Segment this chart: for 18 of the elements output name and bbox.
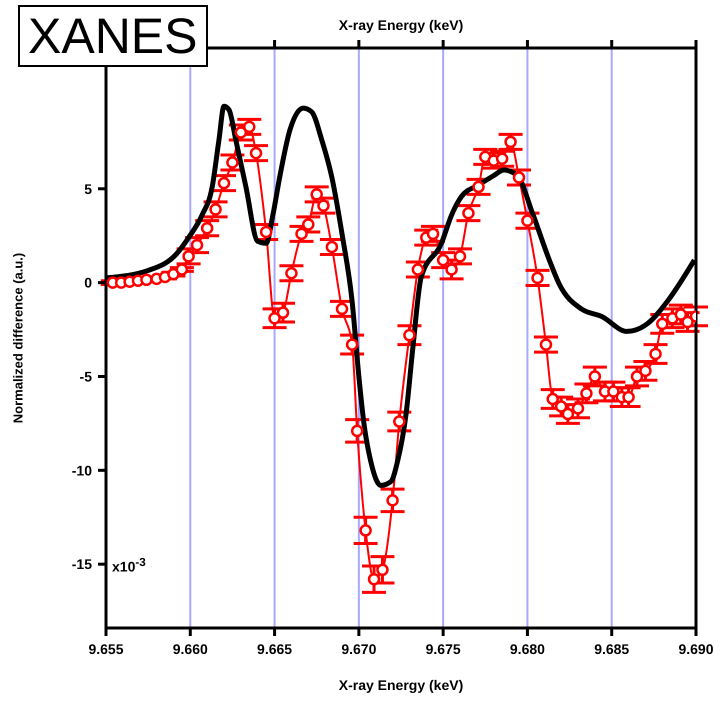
x-tick-label: 9.665	[257, 641, 292, 657]
x2-axis-title: X-ray Energy (keV)	[338, 16, 464, 33]
x-tick-label: 9.685	[594, 641, 630, 657]
annotation: XANES	[18, 5, 208, 67]
x-tick-label: 9.675	[426, 641, 461, 657]
x-axis-title: X-ray Energy (keV)	[338, 677, 464, 693]
y-axis-title: Normalized difference (a.u.)	[10, 252, 26, 424]
x-tick-label: 9.690	[678, 641, 714, 657]
y-tick-label: 5	[84, 180, 92, 197]
x-tick-label: 9.655	[88, 641, 124, 657]
y-tick-label: -5	[80, 368, 92, 384]
y-tick-label: 0	[84, 274, 92, 291]
y-tick-label: -15	[72, 556, 92, 572]
x-tick-label: 9.660	[172, 641, 208, 657]
y-tick-label: -10	[72, 462, 92, 478]
x-tick-label: 9.680	[510, 641, 546, 657]
annotation: x10$^{-3}$	[112, 555, 146, 575]
x-tick-label: 9.670	[341, 641, 377, 657]
